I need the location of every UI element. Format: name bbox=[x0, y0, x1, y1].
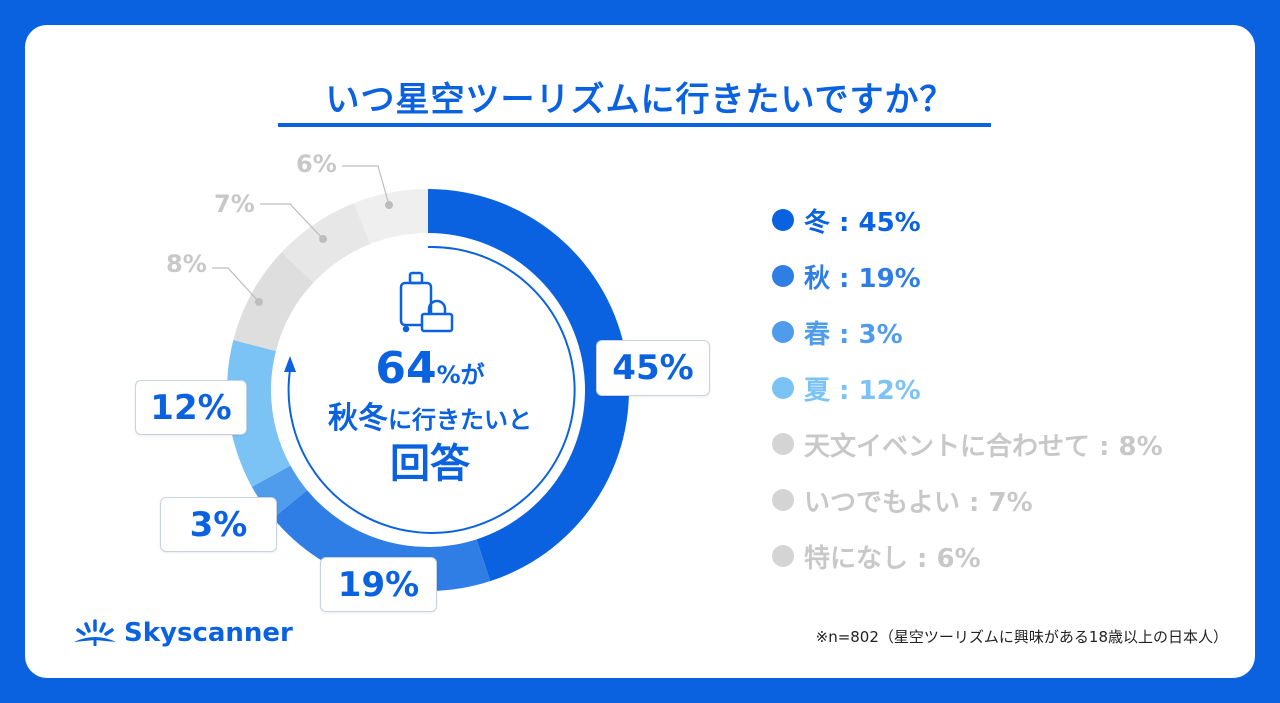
label-event: 8% bbox=[166, 250, 207, 278]
legend-label: 特になし : 6% bbox=[804, 543, 981, 574]
legend-label: 冬 : 45% bbox=[804, 207, 921, 238]
leader-line-none bbox=[342, 165, 390, 206]
legend: 冬 : 45% 秋 : 19% 春 : 3% 夏 : 12% 天文イベントに合わせて :… bbox=[772, 192, 1163, 584]
arrow-arc bbox=[287, 245, 576, 534]
leader-line-anytime bbox=[260, 203, 324, 240]
legend-item: 春 : 3% bbox=[772, 304, 1163, 360]
label-winter: 45% bbox=[596, 340, 710, 396]
legend-item: 天文イベントに合わせて : 8% bbox=[772, 416, 1163, 472]
center-pct: 64 bbox=[375, 343, 437, 394]
legend-dot-icon bbox=[772, 321, 794, 343]
sample-note: ※n=802（星空ツーリズムに興味がある18歳以上の日本人） bbox=[815, 628, 1228, 646]
legend-label: 夏 : 12% bbox=[804, 375, 921, 406]
luggage-icon bbox=[399, 271, 454, 333]
legend-dot-icon bbox=[772, 209, 794, 231]
slice-6 bbox=[354, 189, 428, 245]
legend-item: いつでもよい : 7% bbox=[772, 472, 1163, 528]
slice-4 bbox=[233, 252, 314, 351]
leader-dot-event bbox=[255, 298, 263, 306]
slice-5 bbox=[281, 203, 371, 283]
center-seasons: 秋冬 bbox=[328, 401, 388, 436]
legend-item: 特になし : 6% bbox=[772, 528, 1163, 584]
label-autumn: 19% bbox=[320, 557, 437, 612]
legend-item: 夏 : 12% bbox=[772, 360, 1163, 416]
legend-dot-icon bbox=[772, 265, 794, 287]
legend-dot-icon bbox=[772, 545, 794, 567]
arrow-head-icon bbox=[284, 356, 296, 372]
legend-label: 天文イベントに合わせて : 8% bbox=[804, 431, 1163, 462]
slice-3 bbox=[227, 340, 291, 487]
chart-title: いつ星空ツーリズムに行きたいですか？ bbox=[325, 80, 955, 120]
center-line3: 回答 bbox=[390, 441, 470, 487]
legend-label: 春 : 3% bbox=[804, 319, 903, 350]
title-underline bbox=[278, 123, 991, 127]
label-anytime: 7% bbox=[214, 190, 255, 218]
center-pct-suffix: %が bbox=[436, 361, 485, 389]
legend-dot-icon bbox=[772, 489, 794, 511]
center-line2: に行きたいと bbox=[388, 406, 532, 434]
legend-label: 秋 : 19% bbox=[804, 263, 921, 294]
label-none: 6% bbox=[296, 150, 337, 178]
label-summer: 12% bbox=[135, 380, 247, 435]
legend-label: いつでもよい : 7% bbox=[804, 487, 1033, 518]
brand-name: Skyscanner bbox=[124, 618, 293, 648]
legend-dot-icon bbox=[772, 433, 794, 455]
skyscanner-sun-icon bbox=[74, 619, 116, 646]
label-spring: 3% bbox=[160, 497, 277, 552]
center-text: 64%が 秋冬に行きたいと 回答 bbox=[300, 345, 560, 488]
skyscanner-logo: Skyscanner bbox=[72, 618, 293, 648]
legend-item: 冬 : 45% bbox=[772, 192, 1163, 248]
slice-0 bbox=[428, 189, 629, 582]
leader-dot-none bbox=[385, 201, 393, 209]
legend-dot-icon bbox=[772, 377, 794, 399]
leader-line-event bbox=[212, 267, 260, 303]
leader-dot-anytime bbox=[319, 235, 327, 243]
legend-item: 秋 : 19% bbox=[772, 248, 1163, 304]
